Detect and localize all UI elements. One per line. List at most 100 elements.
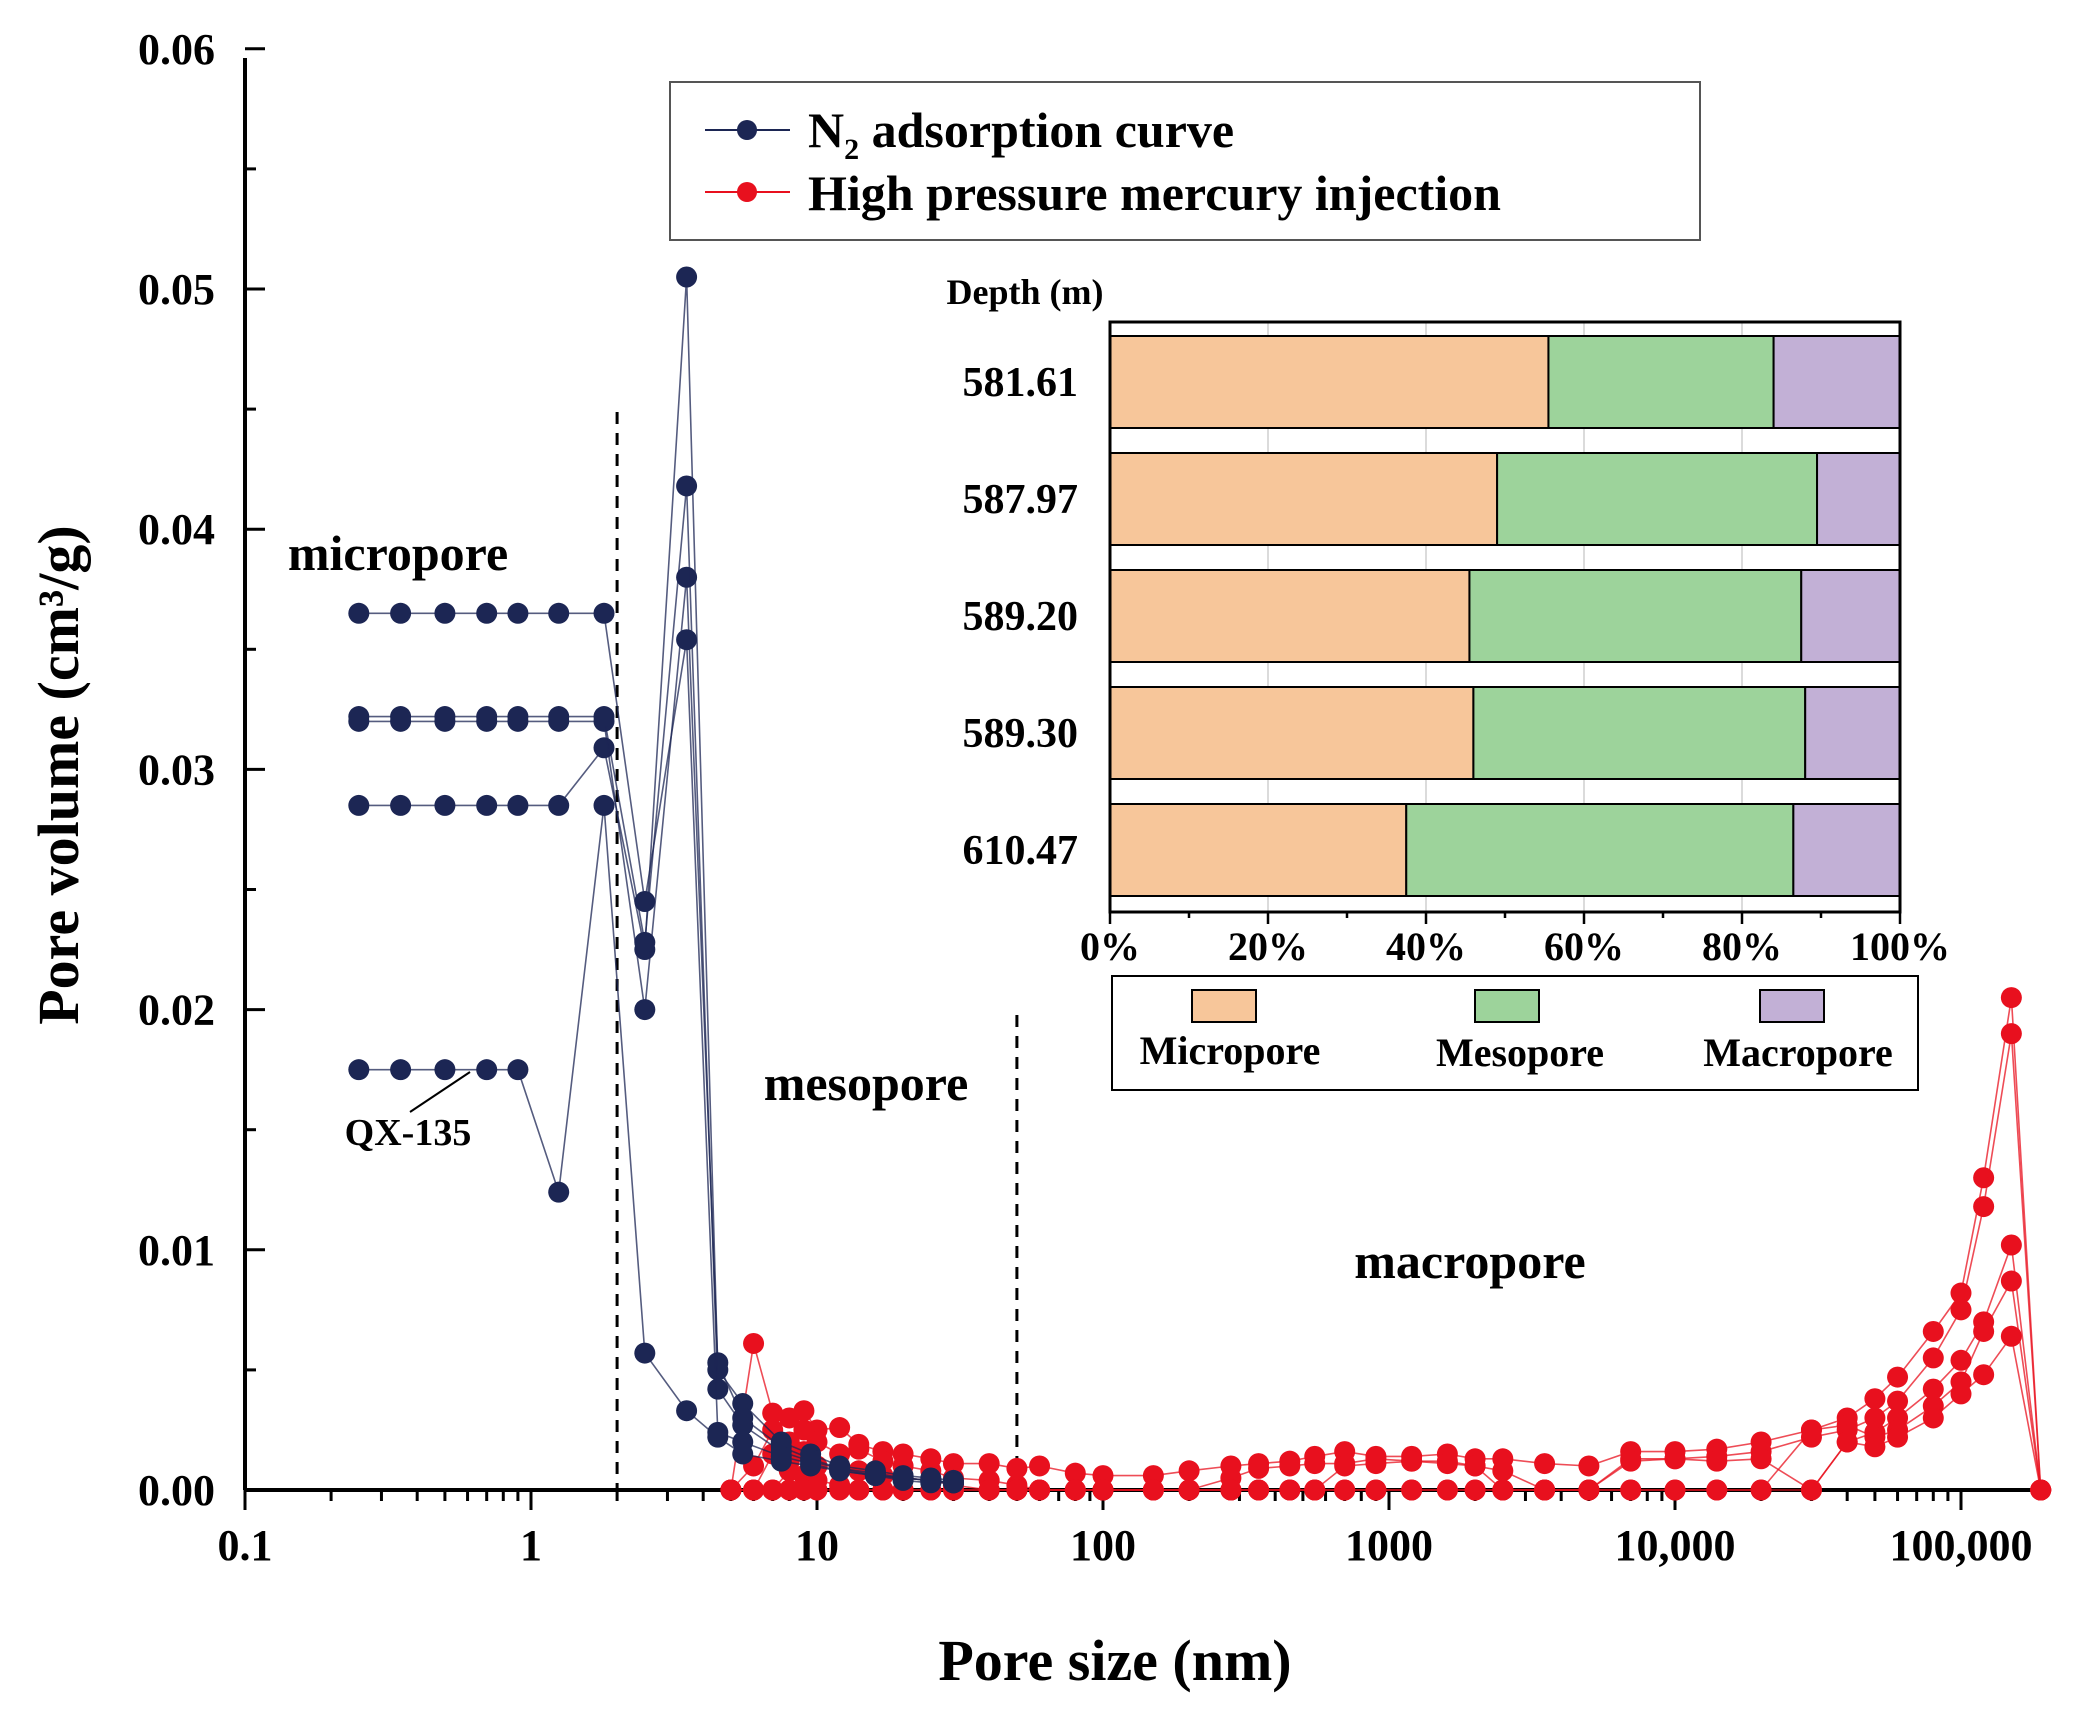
data-point [1887,1426,1909,1448]
main-legend: N2 adsorption curve High pressure mercur… [669,81,1701,241]
legend-n2-label-sub: 2 [844,133,859,166]
bar-mesopore-587-97 [1496,452,1819,546]
y-tick-label: 0.06 [138,25,215,74]
data-point [1864,1388,1886,1410]
data-point [1800,1419,1822,1441]
data-point [942,1472,964,1494]
legend-n2-label: N2 adsorption curve [808,102,1234,166]
data-point [800,1453,822,1475]
data-point [390,794,412,816]
data-point [743,1479,765,1501]
data-point [1887,1366,1909,1388]
data-point [1950,1349,1972,1371]
data-point [1220,1479,1242,1501]
region-label-micropore: micropore [288,525,508,581]
data-point [1492,1479,1514,1501]
inset-category-label: 610.47 [963,828,1079,874]
data-point [507,706,529,728]
inset-stacked-bar-chart: Depth (m) 581.61 587.97 589.20 589.30 610.47… [947,272,1950,1091]
data-point [793,1400,815,1422]
data-point [720,1479,742,1501]
inset-category-label: 589.30 [963,711,1079,757]
data-point [1064,1479,1086,1501]
bar-macropore-589-20 [1800,569,1901,663]
legend-hg-marker [737,182,757,202]
data-point [1436,1479,1458,1501]
data-point [634,1342,656,1364]
data-point [1864,1407,1886,1429]
bar-macropore-587-97 [1816,452,1902,546]
data-point [732,1431,754,1453]
legend-n2-label-main: N [808,102,844,158]
data-point [829,1460,851,1482]
data-point [848,1438,870,1460]
data-point [829,1479,851,1501]
bar-mesopore-589-30 [1472,686,1807,780]
data-point [1464,1455,1486,1477]
inset-x-tick-label: 40% [1386,924,1466,969]
data-point [548,794,570,816]
data-point [434,1059,456,1081]
bar-mesopore-610-47 [1405,803,1795,897]
data-point [676,475,698,497]
data-point [778,1479,800,1501]
data-point [2000,987,2022,1009]
data-point [762,1479,784,1501]
series-layer [348,266,2052,1501]
data-point [1064,1462,1086,1484]
main-legend-box [669,81,1701,241]
main-plot: 0.1 1 10 100 1000 10,000 100,000 0.000.010.020… [26,25,2052,1693]
data-point [634,999,656,1021]
data-point [1706,1450,1728,1472]
data-point [548,602,570,624]
data-point [732,1414,754,1436]
y-tick-label: 0.02 [138,986,215,1035]
inset-category-label: 587.97 [963,477,1079,523]
inset-legend-label-micropore: Micropore [1140,1028,1321,1073]
data-point [1401,1450,1423,1472]
data-point [348,602,370,624]
data-point [2030,1479,2052,1501]
data-point [1304,1479,1326,1501]
data-point [1365,1479,1387,1501]
inset-legend-swatch-mesopore [1474,989,1540,1023]
inset-legend-swatch-macropore [1759,989,1825,1023]
inset-legend-label-mesopore: Mesopore [1436,1030,1604,1075]
data-point [829,1417,851,1439]
data-point [390,1059,412,1081]
data-point [1922,1347,1944,1369]
data-point [1836,1431,1858,1453]
data-point [1029,1479,1051,1501]
data-point [476,706,498,728]
inset-x-tick-label: 80% [1702,924,1782,969]
data-point [1436,1453,1458,1475]
data-point [920,1472,942,1494]
data-point [1279,1479,1301,1501]
data-point [1800,1479,1822,1501]
inset-category-label: 581.61 [963,360,1079,406]
data-point [1973,1320,1995,1342]
data-point [762,1402,784,1424]
x-tick-label: 100 [1070,1521,1136,1570]
data-point [892,1469,914,1491]
data-point [1142,1479,1164,1501]
data-point [978,1479,1000,1501]
region-boundaries [615,412,1019,1490]
data-point [1492,1460,1514,1482]
x-tick-label: 1000 [1345,1521,1433,1570]
data-point [348,706,370,728]
bar-micropore-589-30 [1109,686,1475,780]
y-tick-label: 0.03 [138,745,215,794]
y-axis-label: Pore volume (cm³/g) [26,525,91,1025]
data-point [1092,1479,1114,1501]
data-point [1534,1479,1556,1501]
region-label-mesopore: mesopore [764,1055,969,1111]
data-point [1334,1479,1356,1501]
data-point [1750,1448,1772,1470]
data-point [1922,1320,1944,1342]
x-axis-label: Pore size (nm) [938,1628,1291,1693]
data-point [390,706,412,728]
data-point [507,602,529,624]
bar-micropore-610-47 [1109,803,1408,897]
y-tick-label: 0.04 [138,505,215,554]
